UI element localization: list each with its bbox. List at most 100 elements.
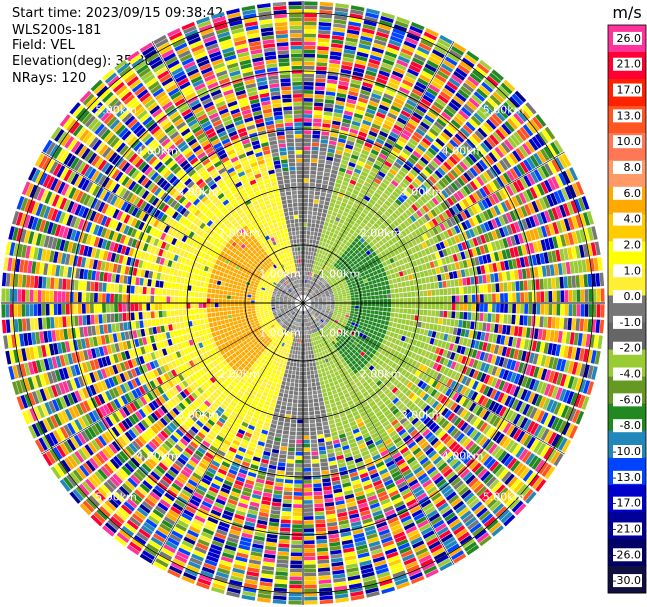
velocity-cell [445,388,453,397]
velocity-cell [296,367,300,371]
velocity-cell [319,595,333,601]
velocity-cell [450,414,459,424]
velocity-cell [291,532,303,537]
velocity-cell [419,328,425,335]
velocity-cell [464,377,472,387]
velocity-cell [516,303,521,314]
velocity-cell [595,319,601,333]
velocity-cell [561,421,571,436]
velocity-cell [340,437,348,443]
velocity-cell [518,402,527,414]
velocity-cell [346,501,357,508]
velocity-cell [409,505,421,514]
velocity-cell [577,394,586,409]
velocity-cell [252,313,257,317]
velocity-cell [367,306,371,310]
velocity-cell [226,299,231,303]
velocity-cell [140,269,146,278]
velocity-cell [494,355,501,366]
velocity-cell [552,303,557,316]
velocity-cell [224,269,230,274]
velocity-cell [225,278,231,283]
velocity-cell [218,307,223,312]
velocity-cell [106,313,111,323]
velocity-cell [424,463,434,472]
velocity-cell [310,435,317,440]
velocity-cell [38,276,43,289]
velocity-cell [453,404,461,414]
velocity-cell [328,333,333,338]
velocity-cell [328,378,333,383]
velocity-cell [107,272,112,283]
velocity-cell [324,367,329,372]
velocity-cell [405,411,414,419]
velocity-cell [307,313,311,318]
velocity-cell [357,552,370,559]
velocity-cell [394,364,401,372]
velocity-cell [275,404,281,409]
velocity-cell [238,299,243,303]
velocity-cell [462,398,470,408]
velocity-cell [523,339,530,350]
velocity-cell [415,435,424,444]
velocity-cell [130,285,135,294]
velocity-cell [355,540,367,547]
velocity-cell [351,319,357,323]
velocity-cell [433,551,447,561]
velocity-cell [400,405,408,414]
velocity-cell [528,303,533,315]
velocity-cell [556,372,563,386]
velocity-cell [307,346,311,351]
velocity-cell [271,452,279,458]
velocity-cell [362,365,368,372]
velocity-cell [316,317,320,321]
velocity-cell [438,317,443,325]
velocity-cell [375,410,383,418]
velocity-cell [279,527,291,532]
velocity-cell [98,303,102,313]
velocity-cell [343,327,348,332]
velocity-cell [337,462,347,468]
velocity-cell [333,353,338,359]
velocity-cell [341,367,347,373]
velocity-cell [408,414,417,422]
velocity-cell [478,322,483,331]
velocity-cell [368,540,381,548]
velocity-cell [227,310,232,315]
velocity-cell [463,424,472,434]
velocity-cell [466,320,471,329]
velocity-cell [325,383,330,389]
velocity-cell [432,362,439,370]
velocity-cell [326,306,331,309]
velocity-cell [387,367,394,374]
velocity-cell [339,305,343,308]
velocity-cell [291,374,296,379]
velocity-cell [442,376,450,385]
velocity-cell [122,294,127,303]
velocity-cell [319,450,327,455]
velocity-cell [563,317,568,330]
velocity-cell [91,270,97,281]
velocity-cell [400,465,410,474]
velocity-cell [308,338,312,343]
velocity-cell [110,313,115,323]
velocity-cell [268,521,279,527]
velocity-cell [281,438,289,443]
velocity-cell [25,304,30,317]
velocity-cell [198,330,204,337]
velocity-cell [294,467,303,472]
velocity-cell [221,324,227,329]
velocity-cell [415,516,427,525]
velocity-cell [480,453,490,464]
velocity-cell [263,294,268,298]
velocity-cell [322,346,327,351]
velocity-cell [468,358,475,368]
velocity-cell [299,371,303,376]
velocity-cell [400,431,409,440]
velocity-cell [57,303,62,315]
velocity-cell [215,330,221,336]
velocity-cell [437,430,446,439]
velocity-cell [393,436,402,445]
velocity-cell [323,363,328,368]
velocity-cell [441,341,447,349]
